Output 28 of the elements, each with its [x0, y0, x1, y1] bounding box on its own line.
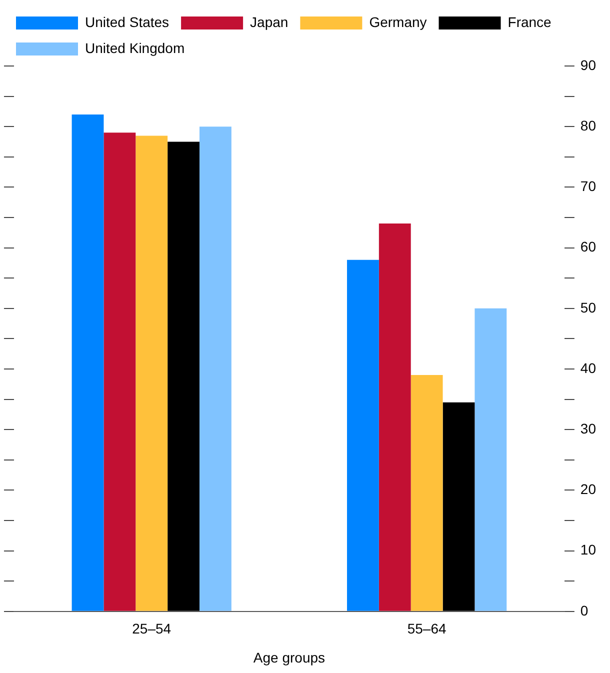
y-tick-label: 90 [580, 56, 596, 73]
y-tick-label: 10 [580, 542, 596, 558]
bar [72, 114, 104, 611]
bar [104, 132, 136, 611]
bar [199, 126, 232, 611]
legend-label: United Kingdom [85, 40, 185, 56]
bar [442, 402, 475, 611]
bar [168, 142, 200, 611]
bar [410, 375, 443, 611]
x-tick-label: 55–64 [407, 620, 446, 637]
bar [378, 224, 411, 611]
y-tick-label: 40 [580, 360, 596, 376]
bar [347, 260, 379, 611]
y-tick-label: 60 [580, 238, 596, 255]
legend-label: Germany [369, 14, 427, 30]
y-tick-label: 0 [580, 602, 588, 618]
legend-label: United States [85, 14, 170, 30]
y-tick-label: 20 [580, 481, 596, 498]
x-axis-title: Age groups [253, 649, 326, 666]
bar [136, 136, 168, 611]
y-tick-label: 70 [580, 178, 596, 194]
y-tick-label: 50 [580, 299, 596, 316]
y-tick-label: 30 [580, 420, 596, 436]
bar [474, 308, 507, 611]
legend-label: Japan [250, 14, 288, 30]
x-tick-label: 25–54 [132, 620, 172, 637]
y-tick-label: 80 [580, 117, 596, 134]
legend-label: France [508, 14, 552, 30]
